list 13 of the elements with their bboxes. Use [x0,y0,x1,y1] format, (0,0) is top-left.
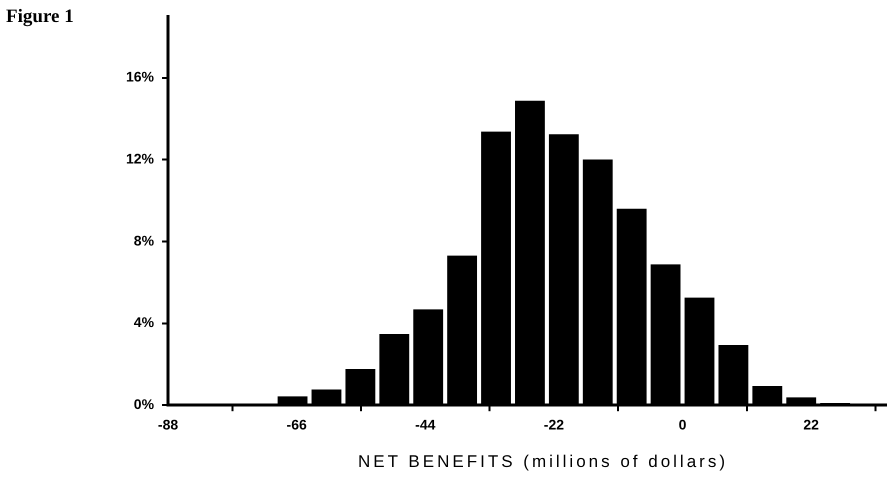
x-tick-label: -44 [415,416,436,432]
chart-title: Figure 1 [6,6,74,28]
x-tick-label: 0 [678,416,687,432]
x-axis-title: NET BENEFITS (millions of dollars) [357,452,729,472]
y-tick-label: 8% [134,232,155,248]
y-tick-label: 16% [126,68,155,85]
y-tick-label: 0% [134,396,155,412]
x-tick-label: -88 [158,416,178,432]
y-tick-label: 4% [134,314,155,330]
x-tick-label: 22 [803,416,820,432]
y-tick-label: 12% [126,150,155,166]
x-tick-label: -66 [286,416,307,432]
x-tick-label: -22 [544,416,564,432]
